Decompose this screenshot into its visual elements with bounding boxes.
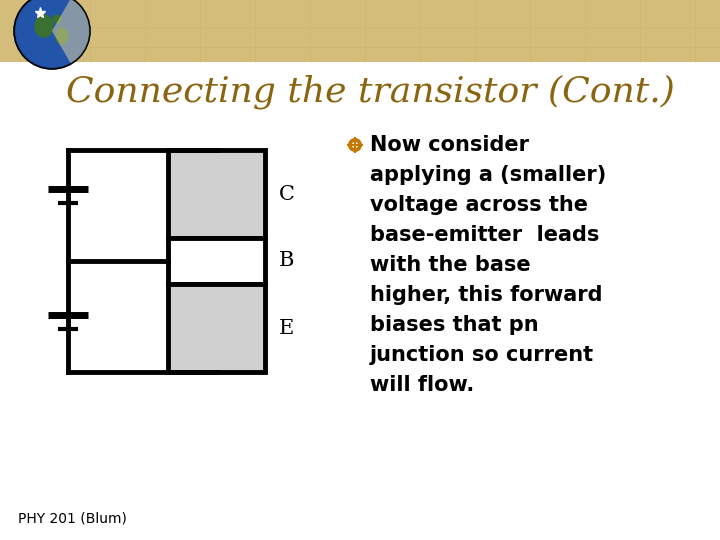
Circle shape [352,142,358,148]
Text: B: B [279,252,294,271]
Circle shape [14,0,90,69]
Wedge shape [52,0,90,64]
Bar [168,238,265,284]
Text: voltage across the: voltage across the [370,195,588,215]
Text: C: C [279,185,295,204]
Text: E: E [279,319,294,338]
Text: junction so current: junction so current [370,345,594,365]
Bar [0,0,720,62]
Text: higher, this forward: higher, this forward [370,285,603,305]
Ellipse shape [35,15,53,37]
Text: Now consider: Now consider [370,135,529,155]
Bar [168,284,265,372]
Bar [168,150,265,238]
Text: base-emitter  leads: base-emitter leads [370,225,599,245]
Text: with the base: with the base [370,255,531,275]
Text: biases that pn: biases that pn [370,315,539,335]
Circle shape [16,0,88,67]
Ellipse shape [53,15,61,23]
Text: applying a (smaller): applying a (smaller) [370,165,606,185]
Text: will flow.: will flow. [370,375,474,395]
Text: Connecting the transistor (Cont.): Connecting the transistor (Cont.) [66,75,675,109]
Text: PHY 201 (Blum): PHY 201 (Blum) [18,512,127,526]
Ellipse shape [56,28,68,44]
Circle shape [348,138,362,152]
